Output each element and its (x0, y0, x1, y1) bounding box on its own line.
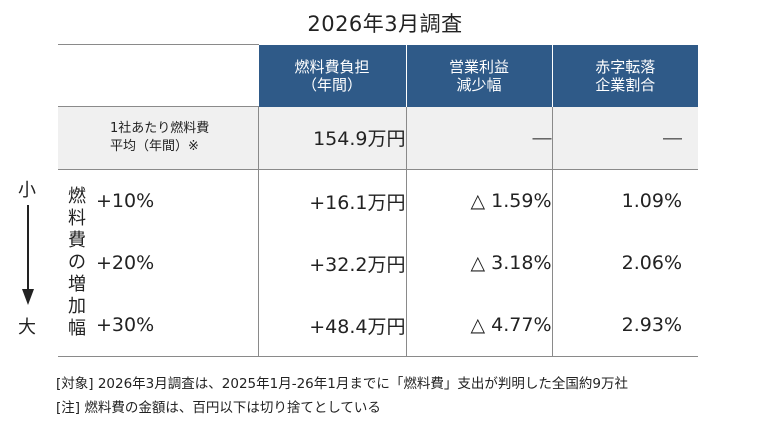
increase-rate: +30% (96, 294, 258, 357)
fuel-burden-value: +48.4万円 (257, 294, 406, 357)
arrow-down-icon (22, 205, 34, 305)
base-row: 1社あたり燃料費 平均（年間）※ 154.9万円 ― ― (58, 106, 698, 170)
scale-small-label: 小 (18, 180, 36, 201)
header-fuel-burden: 燃料費負担 （年間） (257, 44, 406, 107)
scale-large-label: 大 (18, 317, 36, 338)
increase-rate: +20% (96, 252, 155, 274)
header-blank (58, 44, 258, 107)
table-row: +20% +32.2万円 △ 3.18% 2.06% (58, 232, 698, 294)
fuel-cost-table: 燃料費負担 （年間） 営業利益 減少幅 赤字転落 企業割合 1社あたり燃料費 平… (58, 44, 698, 357)
base-fuel-cost: 154.9万円 (257, 106, 406, 170)
base-profit-decrease: ― (405, 106, 552, 170)
table-row: 燃料費の増加幅 +10% +16.1万円 △ 1.59% 1.09% (58, 169, 698, 357)
note-target: [対象] 2026年3月調査は、2025年1月-26年1月までに「燃料費」支出が… (56, 376, 628, 392)
header-deficit-ratio: 赤字転落 企業割合 (551, 44, 698, 107)
note-caveat: [注] 燃料費の金額は、百円以下は切り捨てとしている (56, 400, 381, 416)
profit-decrease-value: △ 1.59% (405, 169, 552, 232)
base-row-label: 1社あたり燃料費 平均（年間）※ (110, 121, 210, 154)
profit-decrease-value: △ 3.18% (405, 232, 552, 294)
fuel-burden-value: +32.2万円 (257, 232, 406, 294)
deficit-ratio-value: 2.06% (551, 232, 698, 294)
deficit-ratio-value: 2.93% (551, 294, 698, 357)
increase-group-label: 燃料費の増加幅 (58, 169, 96, 357)
profit-decrease-value: △ 4.77% (405, 294, 552, 357)
table-row: +30% +48.4万円 △ 4.77% 2.93% (58, 294, 698, 357)
header-profit-decrease: 営業利益 減少幅 (405, 44, 552, 107)
deficit-ratio-value: 1.09% (551, 169, 698, 232)
fuel-burden-value: +16.1万円 (257, 169, 406, 232)
page-title: 2026年3月調査 (307, 12, 463, 36)
increase-rate: +10% (96, 190, 155, 212)
base-deficit-ratio: ― (551, 106, 698, 170)
